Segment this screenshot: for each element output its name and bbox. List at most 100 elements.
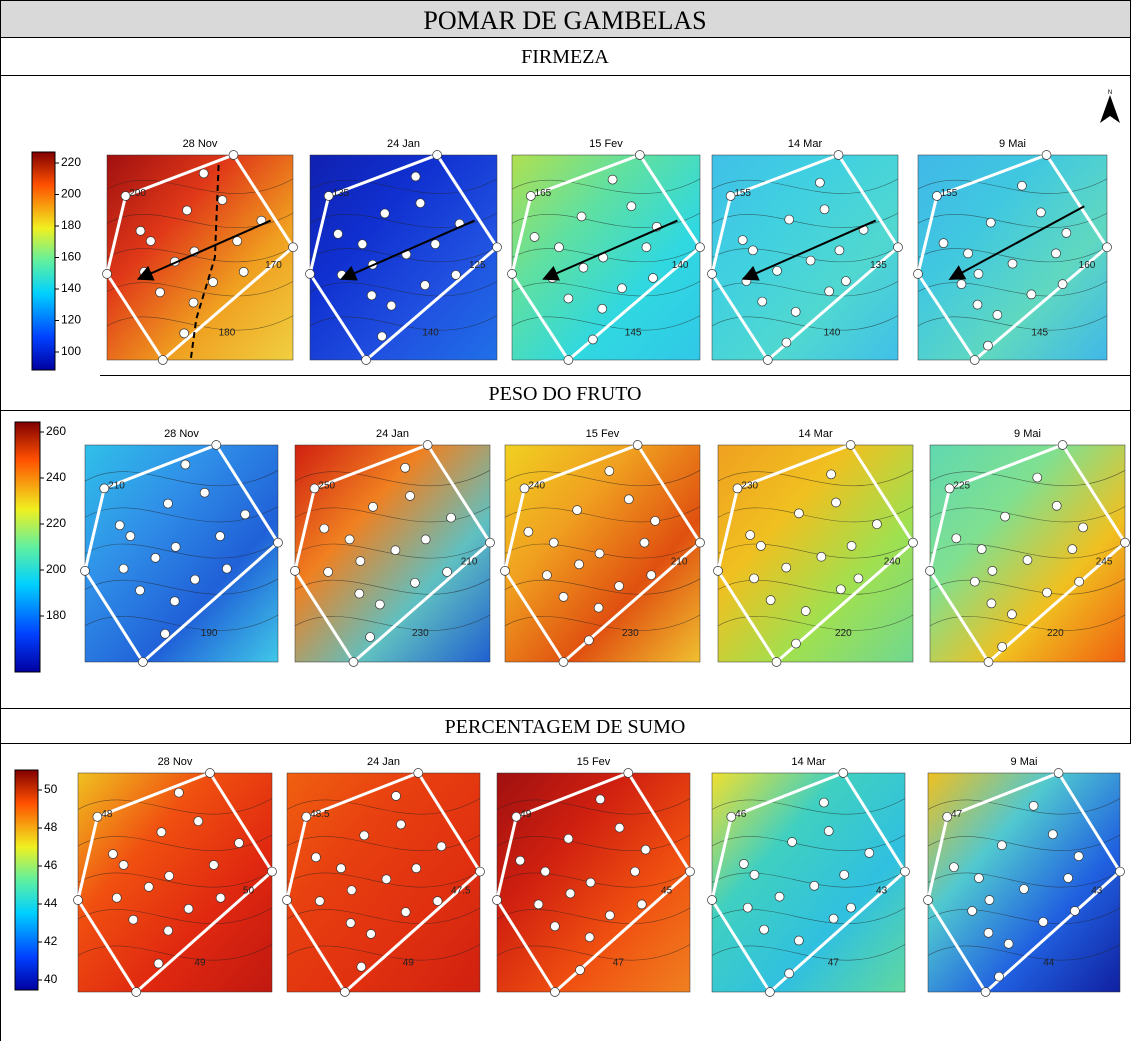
sample-point <box>199 487 210 498</box>
sample-point <box>311 852 321 863</box>
boundary-point <box>726 811 737 822</box>
boundary-point <box>228 150 239 160</box>
sample-point <box>742 902 753 913</box>
boundary-point <box>138 657 148 667</box>
sample-point <box>1007 609 1017 620</box>
sample-point <box>1057 279 1068 289</box>
boundary-point <box>273 537 283 548</box>
sample-point <box>135 226 146 236</box>
page-title: POMAR DE GAMBELAS <box>423 6 706 35</box>
sample-point <box>791 638 801 649</box>
boundary-point <box>845 440 856 450</box>
sample-point <box>972 299 983 310</box>
contour-line <box>929 506 1126 523</box>
sample-point <box>636 899 647 910</box>
sample-point <box>319 523 330 534</box>
contour-line <box>711 944 906 961</box>
contour-label: 145 <box>1031 327 1048 338</box>
contour-label: 155 <box>941 188 958 199</box>
contour-line <box>309 315 498 331</box>
contour-label: 140 <box>824 327 841 338</box>
boundary-point <box>120 191 131 201</box>
sample-point <box>800 606 811 616</box>
orchard-outline <box>308 153 499 363</box>
sample-point <box>125 531 136 541</box>
sample-point <box>641 242 652 253</box>
contour-line <box>286 907 481 924</box>
boundary-point <box>507 269 517 279</box>
panel-date: 15 Fev <box>589 138 623 150</box>
sample-point <box>864 848 875 858</box>
sample-point <box>623 494 634 505</box>
contour-line <box>717 506 914 523</box>
sample-point <box>872 519 882 530</box>
sample-point <box>756 541 766 551</box>
north-arrow: N <box>1100 90 1120 123</box>
contour-line <box>77 798 273 815</box>
sample-point <box>839 869 850 880</box>
sample-point <box>446 512 456 523</box>
panel-date: 24 Jan <box>367 756 400 768</box>
sample-point <box>738 859 749 869</box>
sample-point <box>451 270 461 280</box>
section-title: PERCENTAGEM DE SUMO <box>445 716 686 738</box>
sample-point <box>548 537 559 548</box>
sample-point <box>1019 884 1029 894</box>
contour-line <box>917 212 1108 228</box>
boundary-point <box>713 566 723 576</box>
sample-point <box>1073 851 1084 862</box>
contour-line <box>711 212 899 228</box>
boundary-point <box>290 566 300 576</box>
orchard-outline <box>710 153 900 363</box>
panel-date: 28 Nov <box>158 756 193 768</box>
contour-line <box>929 470 1126 487</box>
sample-point <box>986 598 997 609</box>
contour-line <box>711 178 899 194</box>
sample-point <box>774 891 785 902</box>
boundary-point <box>1115 866 1125 877</box>
sample-point <box>523 526 534 537</box>
sample-point <box>436 841 447 852</box>
sample-point <box>809 880 820 891</box>
sample-point <box>333 229 343 239</box>
boundary-point <box>923 895 933 905</box>
sample-point <box>831 497 841 508</box>
sample-point <box>614 822 625 833</box>
sample-point <box>787 837 797 847</box>
panel-date: 24 Jan <box>387 138 420 150</box>
sample-point <box>550 921 560 932</box>
sample-point <box>984 895 995 905</box>
sample-point <box>997 641 1008 652</box>
sample-point <box>648 273 658 283</box>
sample-point <box>765 595 776 606</box>
sample-point <box>379 208 390 219</box>
sample-point <box>1067 544 1078 555</box>
boundary-point <box>983 657 994 667</box>
boundary-point <box>500 566 510 576</box>
sample-point <box>1061 228 1072 238</box>
sample-point <box>118 563 129 574</box>
sample-point <box>1007 258 1018 269</box>
dashed-boundary <box>189 164 220 361</box>
sample-point <box>215 892 226 903</box>
boundary-point <box>340 987 350 997</box>
panel-date: 14 Mar <box>788 138 823 150</box>
sample-point <box>164 871 175 881</box>
sample-point <box>410 171 421 182</box>
sample-point <box>938 238 949 248</box>
svg-text:N: N <box>1108 90 1112 96</box>
sample-point <box>1035 207 1046 218</box>
sample-point <box>793 935 804 946</box>
sample-point <box>784 214 795 225</box>
sample-point <box>826 469 836 480</box>
boundary-point <box>1041 150 1052 160</box>
contour-line <box>294 542 491 559</box>
boundary-point <box>99 483 110 494</box>
sample-point <box>969 576 980 587</box>
boundary-point <box>205 768 215 778</box>
contour-label: 245 <box>1096 556 1113 567</box>
boundary-point <box>942 811 953 822</box>
boundary-point <box>309 483 320 494</box>
sample-point <box>956 279 967 289</box>
contour-line <box>106 246 294 263</box>
